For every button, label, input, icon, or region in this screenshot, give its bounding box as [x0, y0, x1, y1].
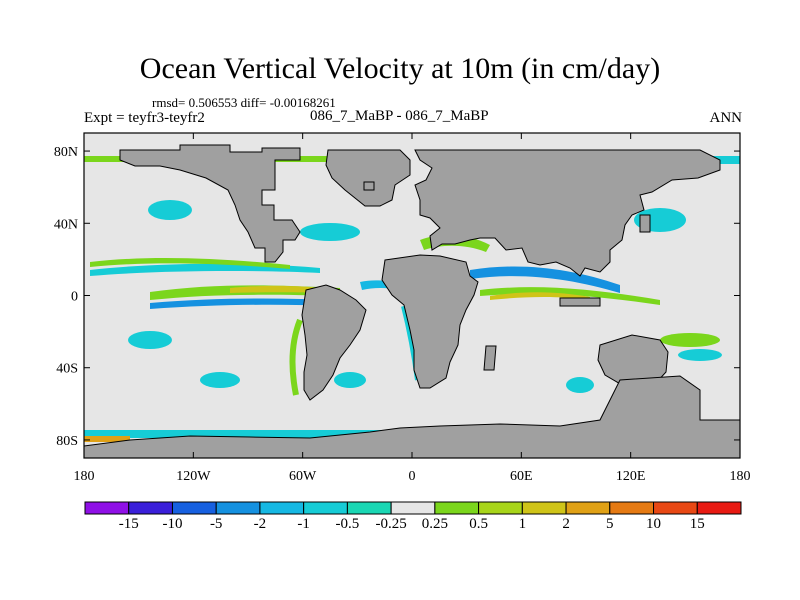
colorbar-label: 5	[606, 516, 614, 532]
colorbar	[84, 501, 742, 515]
x-tick-label: 120W	[176, 469, 211, 484]
colorbar-swatch	[653, 501, 698, 515]
indian-band-yellow	[490, 292, 590, 300]
colorbar-swatch	[259, 501, 305, 515]
x-tick-label: 0	[409, 469, 416, 484]
indian-band-green	[480, 287, 660, 305]
colorbar-label: -0.5	[335, 516, 360, 532]
s-atl-blob	[334, 372, 366, 388]
north-america	[119, 144, 301, 263]
npac-streak	[90, 258, 290, 269]
s-ind-blob	[566, 377, 594, 393]
x-tick-label: 120E	[616, 469, 646, 484]
iceland	[363, 181, 375, 191]
y-tick-label: 80N	[54, 145, 78, 160]
colorbar-swatch	[696, 501, 742, 515]
eurasia	[414, 149, 721, 277]
colorbar-label: -2	[253, 516, 267, 532]
x-tick-label: 180	[730, 469, 751, 484]
colorbar-swatch	[478, 501, 523, 515]
colorbar-swatch	[84, 501, 130, 515]
y-axis: 80N 40N 0 40S 80S	[54, 145, 740, 449]
colorbar-swatch	[171, 501, 217, 515]
chart-title: Ocean Vertical Velocity at 10m (in cm/da…	[139, 52, 661, 85]
colorbar-label: 15	[689, 516, 705, 532]
anomaly-field	[84, 156, 740, 442]
case-label: 086_7_MaBP - 086_7_MaBP	[310, 108, 489, 124]
japan	[639, 214, 651, 233]
sa-coast	[289, 318, 303, 396]
colorbar-swatch	[390, 501, 436, 515]
colorbar-label: 0.25	[421, 516, 448, 532]
season-label: ANN	[709, 110, 743, 126]
s-pac-green	[660, 333, 720, 347]
experiment-label: Expt = teyfr3-teyfr2	[84, 110, 205, 126]
indonesia	[559, 297, 601, 307]
colorbar-label: 2	[562, 516, 570, 532]
colorbar-swatch	[434, 501, 480, 515]
madagascar	[483, 345, 497, 371]
x-axis: 180 120W 60W 0 60E 120E 180	[74, 133, 751, 484]
southern-strip	[84, 430, 400, 438]
colorbar-label: 0.5	[469, 516, 488, 532]
colorbar-swatch	[609, 501, 655, 515]
eq-south-blue	[150, 298, 340, 309]
colorbar-swatch	[565, 501, 611, 515]
colorbar-label: -1	[297, 516, 310, 532]
colorbar-swatch	[128, 501, 173, 515]
colorbar-swatch	[521, 501, 567, 515]
x-tick-label: 60E	[510, 469, 533, 484]
n-atl-blob	[300, 223, 360, 241]
nw-pac-blob	[148, 200, 192, 220]
land-masses	[83, 144, 741, 459]
y-tick-label: 0	[71, 290, 78, 305]
colorbar-swatch	[303, 501, 348, 515]
stats-label: rmsd= 0.506553 diff= -0.00168261	[152, 95, 336, 110]
colorbar-swatch	[346, 501, 392, 515]
s-pac-blob	[200, 372, 240, 388]
x-tick-label: 180	[74, 469, 95, 484]
y-tick-label: 80S	[56, 434, 78, 449]
colorbar-label: -15	[118, 516, 139, 532]
indian-band	[470, 266, 620, 293]
colorbar-swatch	[215, 501, 261, 515]
south-america	[301, 284, 367, 401]
greenland	[325, 149, 411, 207]
colorbar-label: -10	[162, 516, 183, 532]
y-tick-label: 40N	[54, 217, 78, 232]
colorbar-label: -5	[209, 516, 223, 532]
x-tick-label: 60W	[289, 469, 317, 484]
antarctic-yellow	[84, 436, 130, 442]
africa	[381, 254, 479, 389]
equatorial-core	[230, 285, 330, 293]
s-pac-cyan	[678, 349, 722, 361]
colorbar-label: 1	[518, 516, 527, 532]
y-tick-label: 40S	[56, 362, 78, 377]
colorbar-label: -0.25	[375, 516, 407, 532]
pac-south-blob	[128, 331, 172, 349]
colorbar-label: 10	[646, 516, 662, 532]
